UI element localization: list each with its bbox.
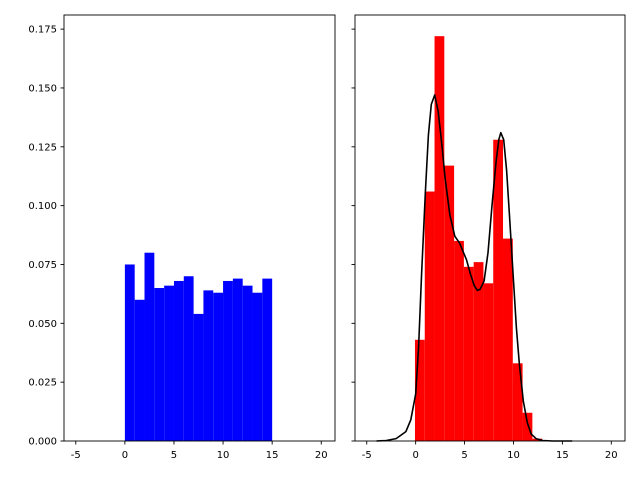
axes-frame xyxy=(354,14,626,442)
histogram-bar xyxy=(444,165,455,442)
x-tick-label: 5 xyxy=(171,450,177,461)
histogram-bar xyxy=(434,36,445,442)
x-tick-label: 10 xyxy=(507,450,520,461)
histogram-bar xyxy=(424,191,435,441)
right-axes: -5 0 5 10 15 20 xyxy=(351,14,626,461)
histogram-bar xyxy=(203,290,214,441)
histogram-bar xyxy=(124,264,135,441)
histogram-bar xyxy=(522,412,533,441)
x-tick-label: -5 xyxy=(71,450,81,461)
y-tick-label: 0.050 xyxy=(28,319,57,330)
histogram-bar xyxy=(503,238,513,441)
histogram-bar xyxy=(144,252,155,441)
histogram-bar xyxy=(473,262,484,441)
x-tick-label: 20 xyxy=(315,450,328,461)
x-tick-label: 20 xyxy=(605,450,618,461)
histogram-bar xyxy=(193,313,204,441)
y-tick-label: 0.075 xyxy=(28,260,57,271)
histogram-bar xyxy=(532,438,543,441)
y-tick-label: 0.150 xyxy=(28,83,57,94)
y-tick-label: 0.175 xyxy=(28,25,57,36)
histogram-bar xyxy=(173,280,184,441)
histogram-bar xyxy=(493,139,504,441)
histogram-bar xyxy=(183,276,194,441)
histogram-bar xyxy=(154,288,165,441)
axes-frame xyxy=(63,14,336,442)
y-tick-label: 0.100 xyxy=(28,201,57,212)
x-tick-label: 0 xyxy=(412,450,418,461)
left-axes: -5 0 5 10 15 20 0.000 0.025 0.050 0.075 0.100 0.125… xyxy=(28,14,336,461)
histogram-bar xyxy=(213,292,224,441)
histogram-bar xyxy=(223,280,233,441)
density-line xyxy=(376,94,573,442)
x-tick-label: -5 xyxy=(362,450,372,461)
histogram-bar xyxy=(242,285,253,441)
histogram-bar xyxy=(463,266,474,441)
histogram-bar xyxy=(164,285,174,441)
histogram-bar xyxy=(483,283,494,441)
histogram-bar xyxy=(232,278,243,441)
x-tick-label: 15 xyxy=(266,450,279,461)
x-tick-label: 10 xyxy=(217,450,230,461)
x-tick-label: 0 xyxy=(122,450,128,461)
y-tick-label: 0.025 xyxy=(28,378,57,389)
y-tick-label: 0.000 xyxy=(28,437,57,448)
histogram-bar xyxy=(414,339,425,441)
histogram-bar xyxy=(454,240,464,441)
histogram-bar xyxy=(512,363,523,441)
histogram-bar xyxy=(134,299,145,441)
histogram-bar xyxy=(262,278,273,441)
x-tick-label: 15 xyxy=(556,450,569,461)
histogram-bar xyxy=(252,292,263,441)
y-tick-label: 0.125 xyxy=(28,142,57,153)
x-tick-label: 5 xyxy=(461,450,467,461)
